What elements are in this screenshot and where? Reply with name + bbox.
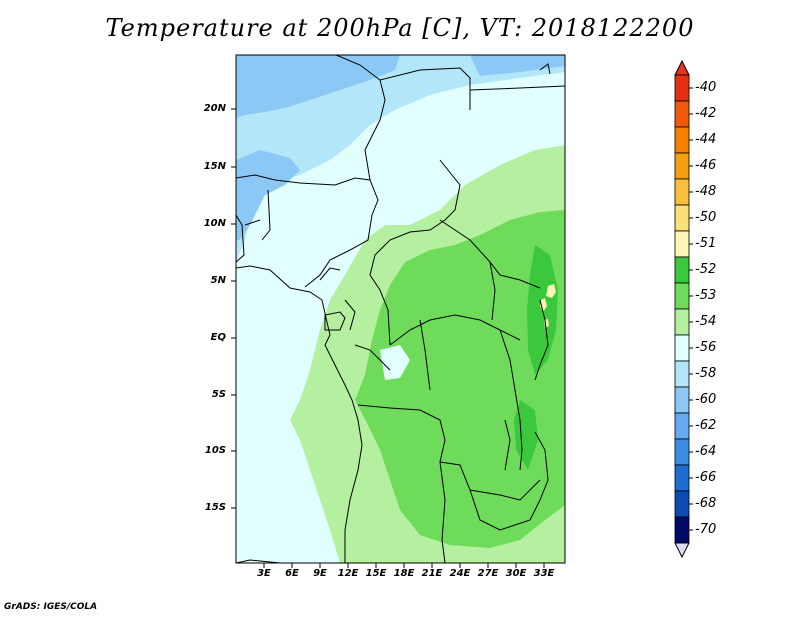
colorbar-label: -68 — [695, 496, 717, 511]
x-tick-label-3E: 3E — [257, 568, 271, 579]
chart-title: Temperature at 200hPa [C], VT: 201812220… — [105, 14, 695, 42]
colorbar-label: -50 — [695, 210, 717, 225]
coastlines-borders — [236, 55, 565, 563]
y-tick-label-5N: 5N — [210, 275, 226, 286]
colorbar-label: -70 — [695, 522, 717, 537]
colorbar-swatch — [674, 516, 690, 544]
colorbar-swatch — [674, 282, 690, 310]
colorbar-label: -66 — [695, 470, 717, 485]
colorbar-swatch — [674, 412, 690, 440]
x-tick-label-21E: 21E — [421, 568, 443, 579]
y-tick-label-15S: 15S — [204, 502, 226, 513]
colorbar-label: -54 — [695, 314, 717, 329]
colorbar-swatch — [674, 490, 690, 518]
x-tick-label-12E: 12E — [337, 568, 359, 579]
field-region-56 — [236, 55, 565, 262]
colorbar-label: -60 — [695, 392, 717, 407]
colorbar-swatch — [674, 74, 690, 102]
temperature-field — [236, 55, 565, 563]
colorbar-label: -58 — [695, 366, 717, 381]
tick-marks — [231, 108, 545, 568]
x-tick-label-9E: 9E — [313, 568, 327, 579]
colorbar-label: -62 — [695, 418, 717, 433]
colorbar-swatch — [674, 152, 690, 180]
colorbar-swatch — [674, 438, 690, 466]
colorbar-label: -42 — [695, 106, 717, 121]
colorbar-swatch — [674, 256, 690, 284]
colorbar-swatch — [674, 230, 690, 258]
colorbar-label: -52 — [695, 262, 717, 277]
field-region-50 — [546, 284, 556, 298]
colorbar-swatch — [674, 100, 690, 128]
colorbar-label: -48 — [695, 184, 717, 199]
y-tick-label-10N: 10N — [203, 218, 226, 229]
colorbar-swatch — [674, 360, 690, 388]
colorbar-swatch — [674, 126, 690, 154]
plot-frame — [235, 54, 566, 564]
field-region-58-ne — [470, 55, 565, 76]
colorbar-swatch — [674, 204, 690, 232]
field-pocket-54 — [380, 345, 410, 380]
y-tick-label-15N: 15N — [203, 161, 226, 172]
colorbar-label: -51 — [695, 236, 717, 251]
y-tick-label-20N: 20N — [203, 103, 226, 114]
colorbar-swatch — [674, 308, 690, 336]
colorbar-label: -56 — [695, 340, 717, 355]
field-region-58-west — [236, 150, 300, 240]
colorbar-under-triangle — [674, 542, 690, 559]
y-tick-label-5S: 5S — [211, 389, 226, 400]
x-tick-label-18E: 18E — [393, 568, 415, 579]
colorbar-label: -46 — [695, 158, 717, 173]
colorbar-label: -40 — [695, 80, 717, 95]
y-tick-label-10S: 10S — [204, 445, 226, 456]
colorbar-label: -44 — [695, 132, 717, 147]
colorbar-label: -64 — [695, 444, 717, 459]
colorbar-over-triangle — [674, 59, 690, 76]
x-tick-label-6E: 6E — [285, 568, 299, 579]
grads-credit: GrADS: IGES/COLA — [4, 602, 98, 612]
colorbar-swatch — [674, 334, 690, 362]
x-tick-label-27E: 27E — [477, 568, 499, 579]
field-pocket-54-b — [236, 262, 300, 563]
field-region-58-north — [236, 55, 400, 118]
x-tick-label-24E: 24E — [449, 568, 471, 579]
colorbar — [674, 59, 693, 559]
x-tick-label-33E: 33E — [533, 568, 555, 579]
colorbar-swatch — [674, 464, 690, 492]
field-region-52 — [355, 210, 565, 548]
colorbar-swatch — [674, 386, 690, 414]
x-tick-label-30E: 30E — [505, 568, 527, 579]
x-tick-label-15E: 15E — [365, 568, 387, 579]
colorbar-label: -53 — [695, 288, 717, 303]
colorbar-swatch — [674, 178, 690, 206]
y-tick-label-EQ: EQ — [210, 332, 226, 343]
